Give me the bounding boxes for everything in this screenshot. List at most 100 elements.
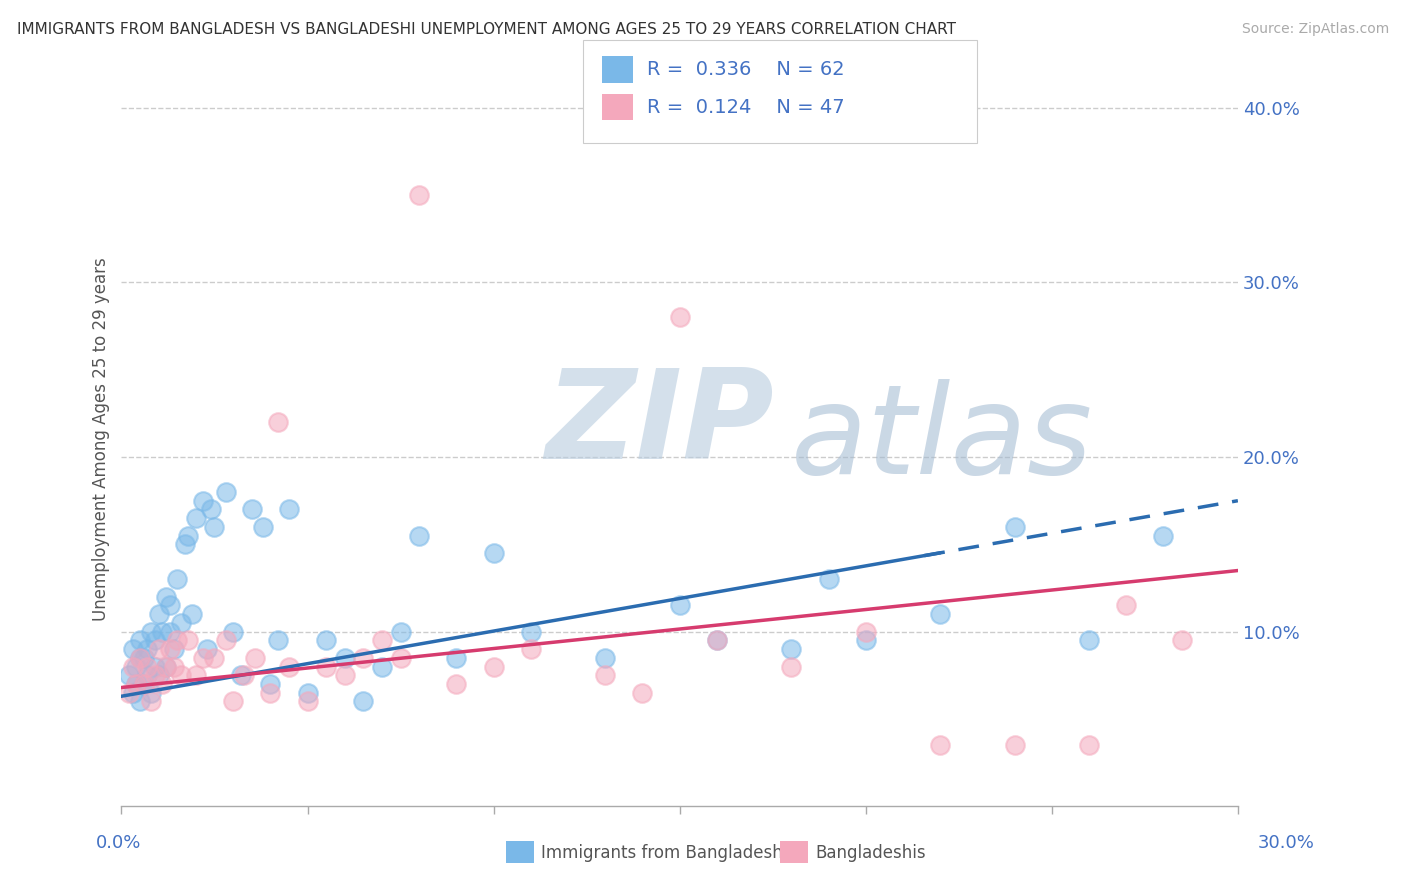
Point bbox=[132, 650, 155, 665]
Point bbox=[259, 686, 281, 700]
Point bbox=[143, 633, 166, 648]
Point bbox=[181, 607, 204, 622]
Point bbox=[136, 642, 159, 657]
Point bbox=[855, 624, 877, 639]
Point bbox=[929, 738, 952, 752]
Point bbox=[855, 633, 877, 648]
Point bbox=[177, 528, 200, 542]
Point bbox=[631, 686, 654, 700]
Point bbox=[166, 572, 188, 586]
Point bbox=[245, 650, 267, 665]
Point bbox=[200, 502, 222, 516]
Point bbox=[780, 659, 803, 673]
Point bbox=[129, 694, 152, 708]
Point bbox=[389, 650, 412, 665]
Point bbox=[193, 493, 215, 508]
Point bbox=[184, 668, 207, 682]
Point bbox=[706, 633, 728, 648]
Point bbox=[118, 668, 141, 682]
Point bbox=[817, 572, 839, 586]
Point bbox=[482, 659, 505, 673]
Point bbox=[1152, 528, 1174, 542]
Point bbox=[352, 650, 374, 665]
Text: Source: ZipAtlas.com: Source: ZipAtlas.com bbox=[1241, 22, 1389, 37]
Point bbox=[118, 686, 141, 700]
Point bbox=[148, 607, 170, 622]
Point bbox=[371, 633, 394, 648]
Point bbox=[141, 624, 163, 639]
Point bbox=[143, 659, 166, 673]
Point bbox=[162, 659, 184, 673]
Point bbox=[173, 537, 195, 551]
Point bbox=[233, 668, 256, 682]
Text: atlas: atlas bbox=[792, 379, 1094, 500]
Point bbox=[155, 659, 177, 673]
Point bbox=[259, 677, 281, 691]
Point bbox=[277, 659, 299, 673]
Point bbox=[148, 668, 170, 682]
Point bbox=[780, 642, 803, 657]
Point bbox=[222, 694, 245, 708]
Point bbox=[333, 650, 356, 665]
Point bbox=[141, 686, 163, 700]
Point bbox=[148, 642, 170, 657]
Text: IMMIGRANTS FROM BANGLADESH VS BANGLADESHI UNEMPLOYMENT AMONG AGES 25 TO 29 YEARS: IMMIGRANTS FROM BANGLADESH VS BANGLADESH… bbox=[17, 22, 956, 37]
Point bbox=[129, 650, 152, 665]
Point bbox=[389, 624, 412, 639]
Point bbox=[141, 694, 163, 708]
Point bbox=[204, 520, 226, 534]
Point bbox=[136, 659, 159, 673]
Point bbox=[195, 642, 218, 657]
Text: R =  0.336    N = 62: R = 0.336 N = 62 bbox=[647, 60, 845, 79]
Point bbox=[267, 415, 290, 429]
Point bbox=[1171, 633, 1194, 648]
Point bbox=[143, 668, 166, 682]
Point bbox=[159, 624, 181, 639]
Point bbox=[252, 520, 274, 534]
Point bbox=[277, 502, 299, 516]
Point bbox=[706, 633, 728, 648]
Point bbox=[668, 599, 690, 613]
Point bbox=[193, 650, 215, 665]
Text: 0.0%: 0.0% bbox=[96, 834, 141, 852]
Y-axis label: Unemployment Among Ages 25 to 29 years: Unemployment Among Ages 25 to 29 years bbox=[93, 258, 110, 622]
Point bbox=[1115, 599, 1137, 613]
Point bbox=[1078, 633, 1101, 648]
Point bbox=[315, 633, 337, 648]
Point bbox=[121, 686, 143, 700]
Point bbox=[125, 659, 148, 673]
Point bbox=[1004, 520, 1026, 534]
Point bbox=[177, 633, 200, 648]
Point bbox=[352, 694, 374, 708]
Point bbox=[155, 590, 177, 604]
Point bbox=[125, 677, 148, 691]
Point bbox=[929, 607, 952, 622]
Point bbox=[593, 668, 616, 682]
Point bbox=[159, 599, 181, 613]
Point bbox=[267, 633, 290, 648]
Point bbox=[204, 650, 226, 665]
Point bbox=[1004, 738, 1026, 752]
Point bbox=[240, 502, 263, 516]
Point bbox=[125, 677, 148, 691]
Point bbox=[121, 642, 143, 657]
Point bbox=[446, 677, 468, 691]
Text: ZIP: ZIP bbox=[546, 365, 775, 485]
Point bbox=[1078, 738, 1101, 752]
Point bbox=[170, 615, 193, 630]
Point bbox=[136, 668, 159, 682]
Point bbox=[229, 668, 252, 682]
Point bbox=[132, 677, 155, 691]
Point bbox=[129, 650, 152, 665]
Point bbox=[170, 668, 193, 682]
Point bbox=[121, 659, 143, 673]
Point bbox=[222, 624, 245, 639]
Point bbox=[159, 642, 181, 657]
Point bbox=[150, 624, 173, 639]
Point bbox=[129, 633, 152, 648]
Point bbox=[593, 650, 616, 665]
Text: Bangladeshis: Bangladeshis bbox=[815, 844, 927, 862]
Point bbox=[520, 642, 543, 657]
Point bbox=[150, 677, 173, 691]
Point bbox=[166, 633, 188, 648]
